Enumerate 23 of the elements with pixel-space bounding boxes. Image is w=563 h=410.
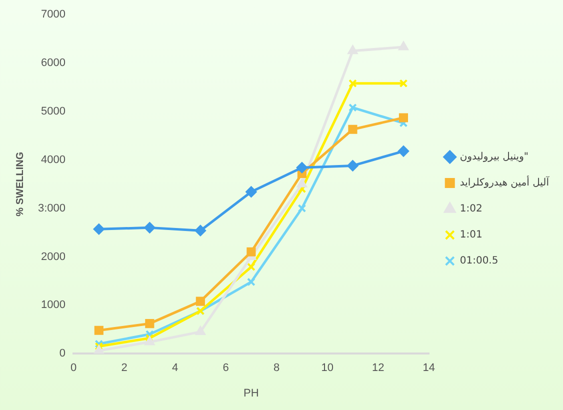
- x-axis-title: PH: [244, 387, 259, 400]
- y-tick-label: 2000: [41, 250, 66, 263]
- y-tick-label: 4000: [41, 154, 66, 166]
- legend-label: آليل أمين هيدروكلرايد: [460, 176, 550, 189]
- x-tick-label: 12: [372, 362, 384, 374]
- legend-label: 01:00.5: [460, 256, 498, 267]
- y-tick-label: 5000: [41, 105, 66, 118]
- x-tick-label: 8: [274, 362, 280, 374]
- x-tick-label: 4: [172, 362, 178, 374]
- legend-label: 1:02: [460, 204, 482, 215]
- y-tick-label: 3:000: [38, 202, 66, 214]
- y-tick-label: 1000: [41, 299, 66, 312]
- y-tick-label: 7000: [41, 8, 66, 21]
- legend-label: وينيل بيروليدون": [460, 152, 529, 163]
- x-tick-label: 2: [121, 362, 128, 374]
- y-tick-label: 0: [59, 348, 66, 360]
- x-tick-label: 14: [422, 362, 435, 374]
- x-tick-label: 0: [70, 362, 77, 374]
- y-tick-label: 6000: [41, 57, 66, 70]
- legend-label: 1:01: [460, 230, 482, 241]
- y-axis-title: % SWELLING: [14, 152, 26, 216]
- x-tick-label: 10: [321, 362, 334, 374]
- x-tick-label: 6: [222, 362, 229, 374]
